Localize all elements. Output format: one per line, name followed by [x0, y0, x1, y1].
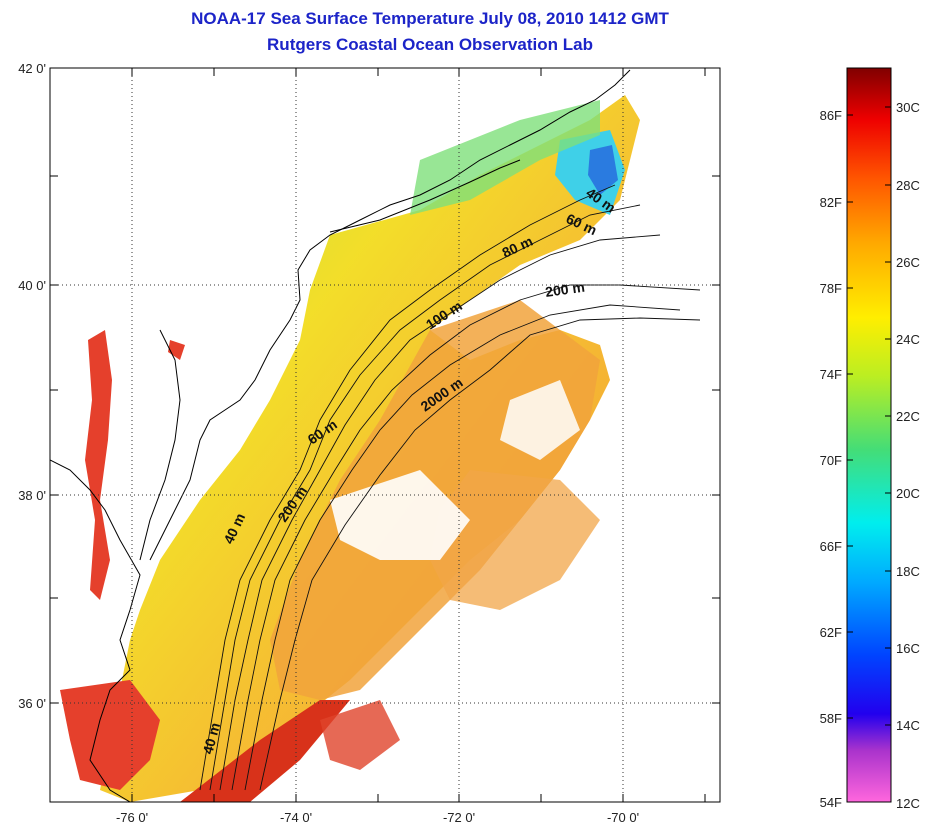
lat-label: 36 0': [18, 696, 46, 711]
celsius-label: 22C: [896, 409, 920, 424]
lon-label: -74 0': [280, 810, 312, 825]
map-subtitle: Rutgers Coastal Ocean Observation Lab: [267, 35, 593, 54]
fahrenheit-label: 58F: [820, 711, 842, 726]
lat-label: 42 0': [18, 61, 46, 76]
long-island: [329, 159, 521, 233]
celsius-label: 30C: [896, 100, 920, 115]
coastline: [149, 69, 631, 561]
colorbar: 86F 82F 78F 74F 70F 66F 62F 58F 54F 30C …: [820, 67, 920, 811]
contour-label: 40 m: [199, 721, 223, 756]
contour-label: 200 m: [544, 279, 586, 300]
celsius-label: 16C: [896, 641, 920, 656]
lat-label: 38 0': [18, 488, 46, 503]
delaware-bay: [168, 340, 185, 360]
cloud-gap: [500, 380, 580, 460]
coastline: [50, 459, 141, 802]
fahrenheit-label: 78F: [820, 281, 842, 296]
map-title: NOAA-17 Sea Surface Temperature July 08,…: [191, 9, 669, 28]
fahrenheit-label: 86F: [820, 108, 842, 123]
map-frame: [49, 67, 721, 803]
shelf-green-region: [410, 100, 600, 215]
colorbar-scale: [846, 67, 892, 803]
lon-label: -70 0': [607, 810, 639, 825]
pamlico-sound: [60, 680, 160, 790]
lat-label: 40 0': [18, 278, 46, 293]
fahrenheit-label: 54F: [820, 795, 842, 810]
delmarva-coast: [139, 329, 181, 561]
fahrenheit-label: 70F: [820, 453, 842, 468]
bathymetry-contours: [199, 184, 701, 791]
axis-ticks: [50, 68, 720, 802]
map-area: 40 m 60 m 80 m 200 m 100 m 2000 m 60 m 2…: [50, 69, 701, 802]
warm-patch-south: [320, 700, 400, 770]
lon-label: -72 0': [443, 810, 475, 825]
warm-offshore-patch: [430, 470, 600, 610]
fahrenheit-label: 82F: [820, 195, 842, 210]
celsius-label: 24C: [896, 332, 920, 347]
lon-label: -76 0': [116, 810, 148, 825]
cold-core: [588, 145, 618, 195]
fahrenheit-label: 74F: [820, 367, 842, 382]
celsius-label: 14C: [896, 718, 920, 733]
celsius-label: 18C: [896, 564, 920, 579]
chesapeake-bay: [85, 330, 112, 600]
celsius-label: 12C: [896, 796, 920, 811]
celsius-label: 20C: [896, 486, 920, 501]
fahrenheit-label: 66F: [820, 539, 842, 554]
celsius-label: 26C: [896, 255, 920, 270]
fahrenheit-label: 62F: [820, 625, 842, 640]
celsius-label: 28C: [896, 178, 920, 193]
cloud-gap: [330, 470, 470, 560]
